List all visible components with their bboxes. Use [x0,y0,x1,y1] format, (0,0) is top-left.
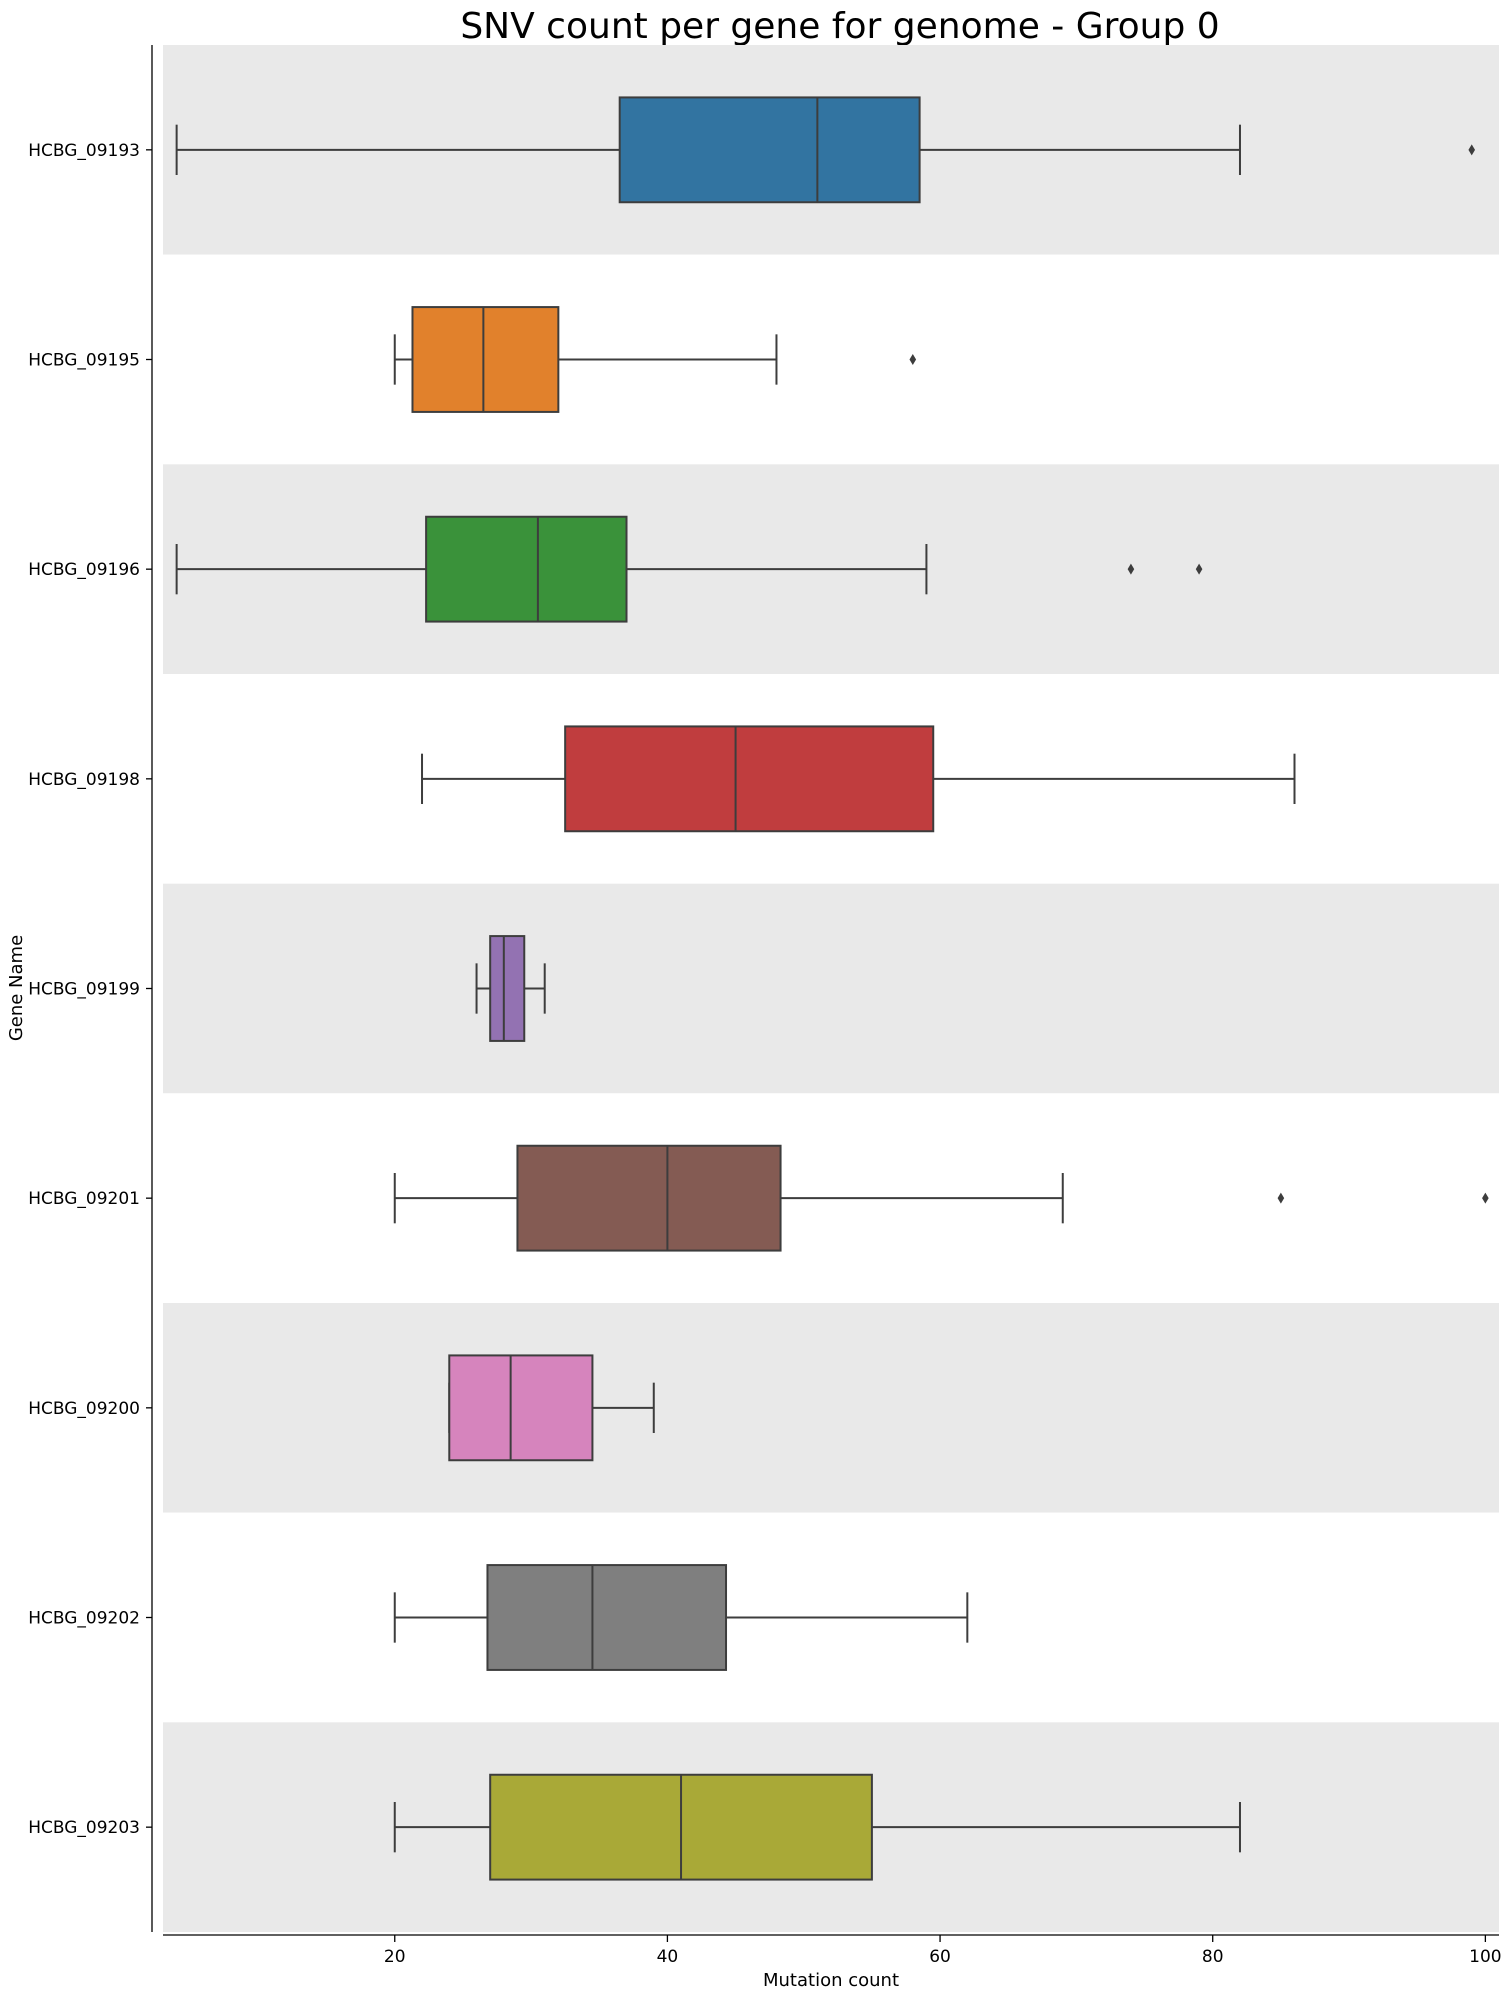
box-hcbg_09201 [393,1144,1489,1252]
outlier-point [1277,1192,1285,1204]
outlier-point [1468,144,1476,156]
row-band-2 [163,254,1499,465]
iqr-box [489,935,526,1042]
y-tick-label: HCBG_09200 [28,1399,140,1419]
y-tick-label: HCBG_09201 [28,1189,140,1209]
outlier-point [909,354,917,365]
iqr-box [486,1564,728,1671]
box-hcbg_09199 [475,935,546,1042]
x-axis: 20 40 60 80 100 [163,1934,1502,1967]
outlier-point [1482,1192,1489,1204]
iqr-box [411,306,560,413]
x-axis-label: Mutation count [763,1970,899,1991]
box-hcbg_09195 [393,306,917,413]
iqr-box [516,1144,782,1252]
y-tick-label: HCBG_09202 [28,1609,140,1629]
iqr-box [618,96,921,204]
outlier-point [1127,563,1135,575]
iqr-box [425,515,628,623]
y-tick-label: HCBG_09198 [28,770,140,790]
box-hcbg_09193 [175,96,1476,204]
row-bands [163,45,1499,1932]
box-hcbg_09198 [421,725,1296,833]
box-hcbg_09203 [393,1773,1241,1881]
box-series [175,96,1489,1881]
y-tick-label: HCBG_09196 [28,560,140,580]
outlier-point [1195,563,1203,575]
iqr-box [564,725,935,833]
y-tick-label: HCBG_09199 [28,980,140,1000]
row-band-5 [163,883,1499,1094]
y-tick-label: HCBG_09195 [28,351,140,371]
x-tick-label: 100 [1469,1947,1501,1967]
iqr-box [448,1354,594,1462]
x-tick-label: 40 [657,1947,679,1967]
y-axis: HCBG_09193 HCBG_09195 HCBG_09196 HCBG_09198… [28,45,153,1932]
box-hcbg_09196 [175,515,1203,623]
x-tick-label: 20 [384,1947,406,1967]
y-tick-label: HCBG_09203 [28,1818,140,1838]
y-tick-label: HCBG_09193 [28,141,140,161]
box-hcbg_09200 [448,1354,655,1462]
x-tick-label: 60 [929,1947,951,1967]
chart-title: SNV count per gene for genome - Group 0 [460,6,1219,47]
box-hcbg_09202 [393,1564,969,1671]
y-axis-label: Gene Name [6,935,27,1041]
row-band-7 [163,1303,1499,1513]
x-tick-label: 80 [1202,1947,1224,1967]
